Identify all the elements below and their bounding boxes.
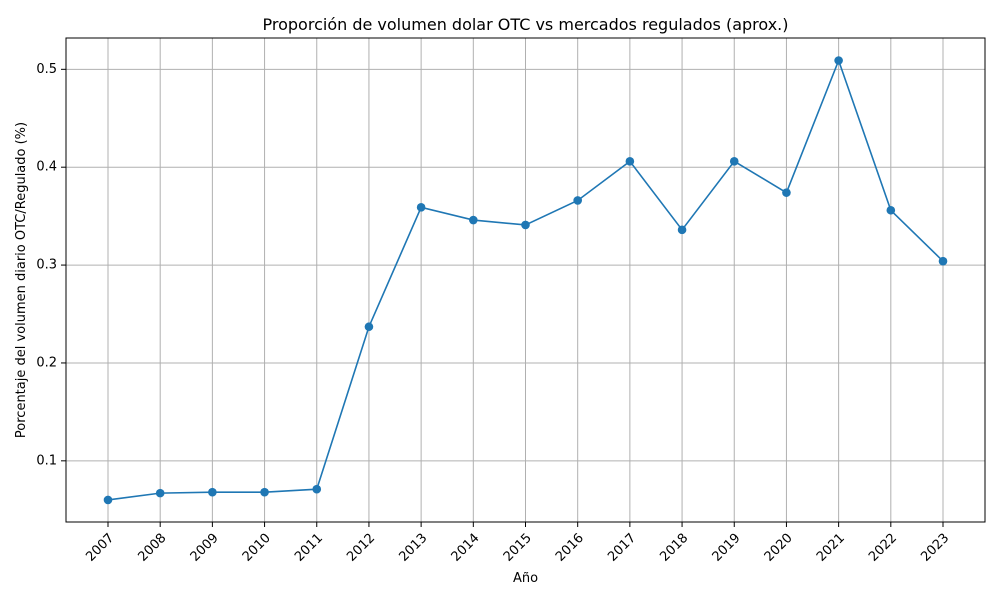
data-point [312, 484, 322, 494]
data-point [729, 157, 739, 166]
data-point [625, 157, 635, 166]
plot-frame [65, 37, 986, 523]
data-point [364, 322, 374, 332]
y-axis-label: Porcentaje del volumen diario OTC/Regula… [14, 122, 29, 438]
data-point [155, 488, 165, 498]
data-point [834, 56, 843, 65]
data-point [521, 220, 530, 230]
data-point [208, 487, 217, 497]
x-axis-label: Año [513, 571, 538, 586]
data-point [416, 203, 426, 212]
chart-title: Proporción de volumen dolar OTC vs merca… [263, 15, 789, 34]
data-point [938, 256, 948, 266]
data-point [886, 205, 896, 215]
y-tick-label: 0.3 [36, 258, 57, 273]
grid-lines [66, 38, 985, 522]
y-tick-label: 0.2 [36, 355, 57, 370]
y-tick-label: 0.5 [36, 62, 57, 77]
data-point [260, 487, 269, 497]
y-axis-ticks: 0.1 0.2 0.3 0.4 0.5 [36, 62, 66, 468]
data-point [573, 196, 582, 205]
data-point [103, 495, 113, 505]
y-tick-label: 0.4 [36, 160, 57, 175]
y-tick-label: 0.1 [36, 453, 57, 468]
data-point [782, 188, 791, 197]
data-point [677, 225, 687, 235]
data-point [469, 215, 478, 225]
series-layer [103, 56, 948, 505]
